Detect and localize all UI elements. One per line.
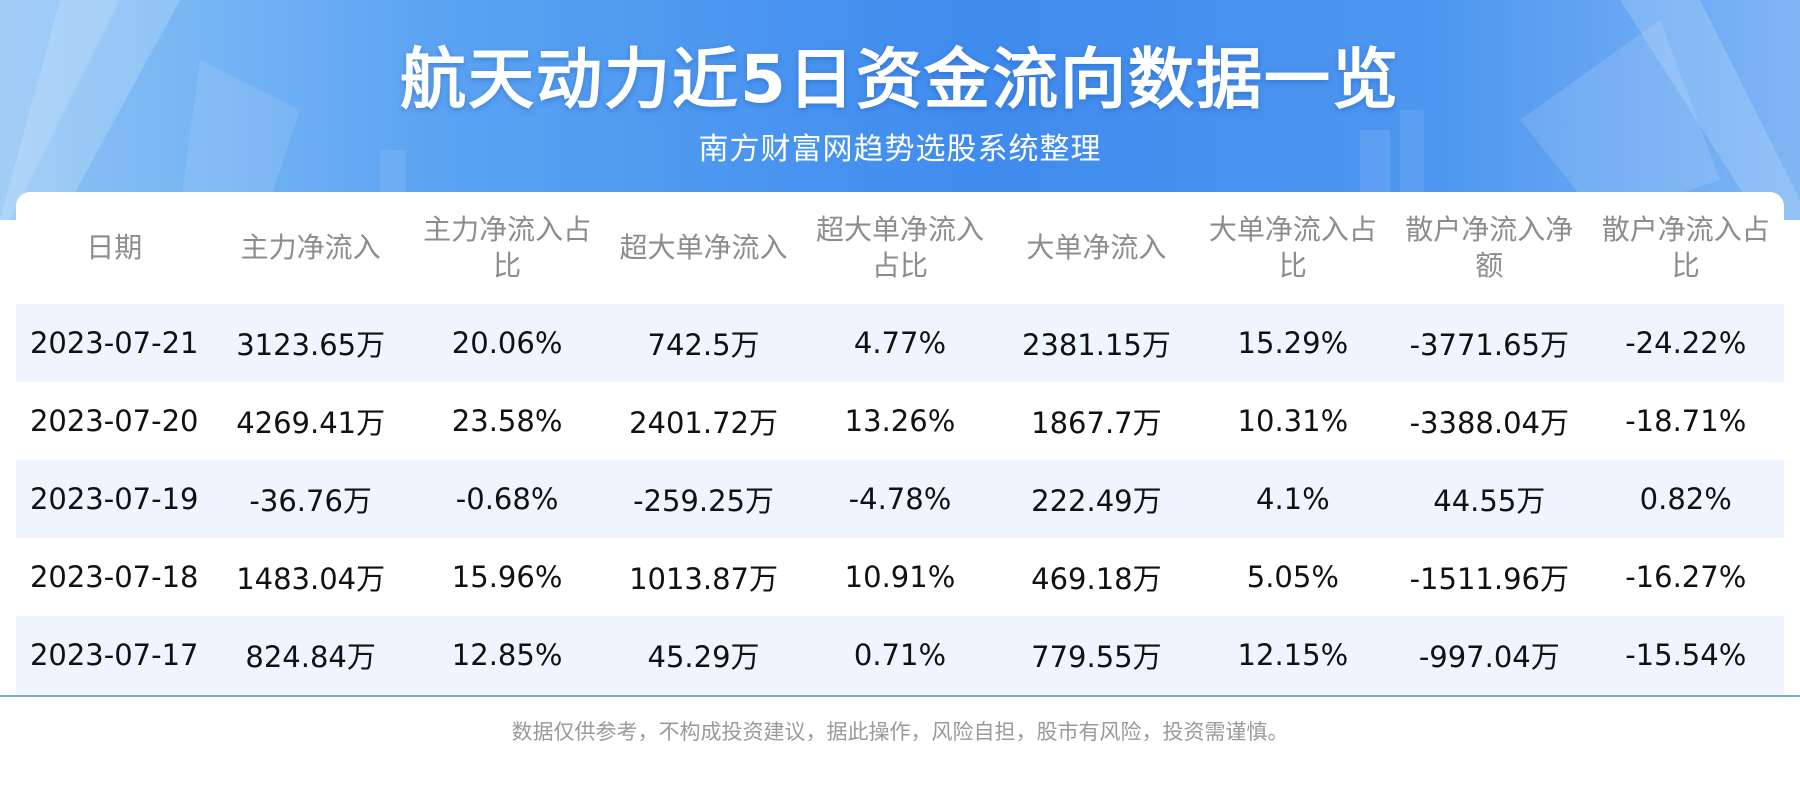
- table-cell: 2023-07-17: [16, 616, 213, 694]
- header-banner: 航天动力近5日资金流向数据一览 南方财富网趋势选股系统整理: [0, 0, 1800, 220]
- table-cell: 2381.15万: [998, 304, 1195, 382]
- column-header: 大单净流入: [1026, 231, 1167, 264]
- page-subtitle: 南方财富网趋势选股系统整理: [698, 132, 1102, 167]
- table-cell: 2023-07-18: [16, 538, 213, 616]
- column-header: 散户净流入净额: [1405, 213, 1574, 282]
- column-header: 主力净流入: [240, 231, 381, 264]
- table-cell: 23.58%: [408, 382, 606, 460]
- column-header: 超大单净流入占比: [815, 213, 984, 282]
- table-cell: 13.26%: [801, 382, 999, 460]
- table-header-row: 日期 主力净流入 主力净流入占比 超大单净流入 超大单净流入占比 大单净流入 大单净流入占比…: [16, 192, 1784, 304]
- table-cell: 4.77%: [801, 304, 999, 382]
- column-header: 散户净流入占比: [1601, 213, 1770, 282]
- table-row: 2023-07-21 3123.65万 20.06% 742.5万 4.77% 2381.…: [16, 304, 1784, 382]
- table-cell: -24.22%: [1587, 304, 1784, 382]
- table-cell: -36.76万: [212, 460, 409, 538]
- table-cell: 15.96%: [408, 538, 606, 616]
- table-row: 2023-07-17 824.84万 12.85% 45.29万 0.71% 779.55…: [16, 616, 1784, 694]
- table-cell: 0.71%: [801, 616, 999, 694]
- table-cell: 742.5万: [605, 304, 802, 382]
- table-cell: 2023-07-20: [16, 382, 213, 460]
- table-cell: 4.1%: [1194, 460, 1392, 538]
- table-cell: 5.05%: [1194, 538, 1392, 616]
- table-cell: 824.84万: [212, 616, 409, 694]
- table-cell: -3388.04万: [1391, 382, 1588, 460]
- table-cell: 3123.65万: [212, 304, 409, 382]
- capital-flow-table: 日期 主力净流入 主力净流入占比 超大单净流入 超大单净流入占比 大单净流入 大单净流入占比…: [16, 192, 1784, 694]
- table-cell: -997.04万: [1391, 616, 1588, 694]
- table-cell: 2023-07-19: [16, 460, 213, 538]
- table-cell: -259.25万: [605, 460, 802, 538]
- table-cell: 20.06%: [408, 304, 606, 382]
- table-cell: -0.68%: [408, 460, 606, 538]
- data-table-card: 南方财富网 Southmoney.com 日期主力净流入主力净流入占比超大单净流…: [16, 192, 1784, 700]
- column-header: 主力净流入占比: [423, 213, 592, 282]
- table-cell: 2023-07-21: [16, 304, 213, 382]
- table-row: 2023-07-20 4269.41万 23.58% 2401.72万 13.26% 18…: [16, 382, 1784, 460]
- table-body: 2023-07-21 3123.65万 20.06% 742.5万 4.77% 2381.…: [16, 304, 1784, 694]
- disclaimer-text: 数据仅供参考，不构成投资建议，据此操作，风险自担，股市有风险，投资需谨慎。: [511, 720, 1289, 744]
- table-cell: -4.78%: [801, 460, 999, 538]
- table-cell: -15.54%: [1587, 616, 1784, 694]
- table-cell: 2401.72万: [605, 382, 802, 460]
- table-cell: -3771.65万: [1391, 304, 1588, 382]
- table-cell: 10.31%: [1194, 382, 1392, 460]
- table-row: 2023-07-18 1483.04万 15.96% 1013.87万 10.91% 46…: [16, 538, 1784, 616]
- column-header: 超大单净流入: [619, 231, 788, 264]
- table-cell: 779.55万: [998, 616, 1195, 694]
- table-cell: -1511.96万: [1391, 538, 1588, 616]
- table-cell: 44.55万: [1391, 460, 1588, 538]
- table-cell: 4269.41万: [212, 382, 409, 460]
- table-cell: -18.71%: [1587, 382, 1784, 460]
- table-cell: -16.27%: [1587, 538, 1784, 616]
- column-header: 大单净流入占比: [1208, 213, 1377, 282]
- table-row: 2023-07-19 -36.76万 -0.68% -259.25万 -4.78% 222…: [16, 460, 1784, 538]
- table-cell: 469.18万: [998, 538, 1195, 616]
- table-cell: 1013.87万: [605, 538, 802, 616]
- table-cell: 12.15%: [1194, 616, 1392, 694]
- footer-divider: [0, 695, 1800, 697]
- table-cell: 1867.7万: [998, 382, 1195, 460]
- table-cell: 15.29%: [1194, 304, 1392, 382]
- table-cell: 1483.04万: [212, 538, 409, 616]
- page-title: 航天动力近5日资金流向数据一览: [400, 41, 1400, 118]
- table-cell: 10.91%: [801, 538, 999, 616]
- table-cell: 12.85%: [408, 616, 606, 694]
- table-cell: 222.49万: [998, 460, 1195, 538]
- table-cell: 45.29万: [605, 616, 802, 694]
- column-header: 日期: [86, 231, 143, 264]
- table-cell: 0.82%: [1587, 460, 1784, 538]
